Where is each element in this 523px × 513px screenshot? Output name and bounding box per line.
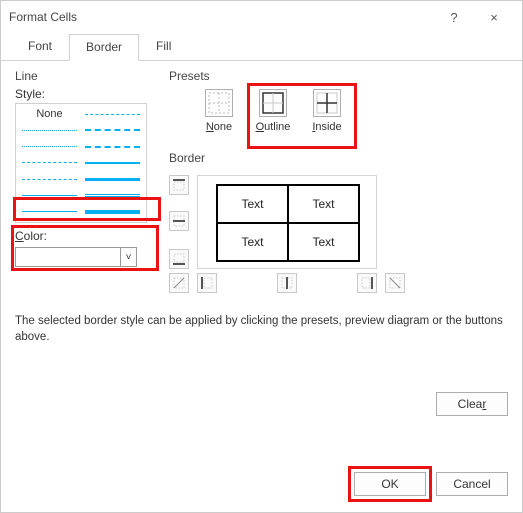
border-right-button[interactable] <box>357 273 377 293</box>
preview-cell: Text <box>217 223 288 261</box>
style-label: Style: <box>15 87 160 101</box>
preset-outline-icon <box>259 89 287 117</box>
help-button[interactable]: ? <box>434 3 474 31</box>
style-item[interactable] <box>81 139 144 155</box>
style-none[interactable]: None <box>18 106 81 122</box>
style-item[interactable] <box>18 204 81 220</box>
cancel-button[interactable]: Cancel <box>436 472 508 496</box>
color-section: Color: ˅ <box>15 229 155 267</box>
hint-text: The selected border style can be applied… <box>15 313 508 345</box>
close-button[interactable]: × <box>474 3 514 31</box>
style-item[interactable] <box>18 122 81 138</box>
clear-button[interactable]: Clear <box>436 392 508 416</box>
dialog-title: Format Cells <box>9 10 434 24</box>
style-item[interactable] <box>81 106 144 122</box>
presets-label: Presets <box>169 69 347 83</box>
preset-outline-label: Outline <box>256 121 291 133</box>
border-diag-up-button[interactable] <box>169 273 189 293</box>
style-item[interactable] <box>81 122 144 138</box>
style-item[interactable] <box>18 139 81 155</box>
dialog-footer: OK Cancel <box>1 466 522 512</box>
presets-section: Presets None Outline <box>169 69 347 133</box>
preview-cell: Text <box>288 185 359 223</box>
line-section-label: Line <box>15 69 160 83</box>
border-section-label: Border <box>169 151 409 165</box>
border-preview-box[interactable]: Text Text Text Text <box>197 175 377 269</box>
style-item[interactable] <box>18 187 81 203</box>
style-item[interactable] <box>81 187 144 203</box>
ok-button[interactable]: OK <box>354 472 426 496</box>
preview-cell: Text <box>217 185 288 223</box>
style-item[interactable] <box>18 155 81 171</box>
border-hmiddle-button[interactable] <box>169 211 189 231</box>
preset-none[interactable]: None <box>199 89 239 133</box>
color-swatch <box>18 250 118 264</box>
style-list[interactable]: None <box>15 103 147 223</box>
border-vmiddle-button[interactable] <box>277 273 297 293</box>
dialog-body: Line Style: None Co <box>1 61 522 466</box>
line-section: Line Style: None <box>15 69 160 223</box>
preset-none-icon <box>205 89 233 117</box>
border-bottom-button[interactable] <box>169 249 189 269</box>
tab-strip: Font Border Fill <box>1 33 522 61</box>
border-diag-down-button[interactable] <box>385 273 405 293</box>
preview-cell: Text <box>288 223 359 261</box>
border-bottom-buttons <box>169 273 405 293</box>
tab-border[interactable]: Border <box>69 34 139 61</box>
presets-row: None Outline Inside <box>199 89 347 133</box>
tab-font[interactable]: Font <box>11 33 69 60</box>
style-item[interactable] <box>81 155 144 171</box>
format-cells-dialog: Format Cells ? × Font Border Fill Line S… <box>0 0 523 513</box>
tab-fill[interactable]: Fill <box>139 33 188 60</box>
style-item[interactable] <box>81 204 144 220</box>
preset-none-label: None <box>206 121 232 133</box>
color-label: Color: <box>15 229 155 243</box>
titlebar: Format Cells ? × <box>1 1 522 33</box>
style-item[interactable] <box>81 171 144 187</box>
clear-row: Clear <box>436 392 508 416</box>
border-preview-table: Text Text Text Text <box>216 184 360 262</box>
border-left-button[interactable] <box>197 273 217 293</box>
border-top-button[interactable] <box>169 175 189 195</box>
preset-inside[interactable]: Inside <box>307 89 347 133</box>
preset-inside-label: Inside <box>312 121 341 133</box>
chevron-down-icon: ˅ <box>120 248 136 266</box>
preset-outline[interactable]: Outline <box>253 89 293 133</box>
style-item[interactable] <box>18 171 81 187</box>
preset-inside-icon <box>313 89 341 117</box>
color-dropdown[interactable]: ˅ <box>15 247 137 267</box>
